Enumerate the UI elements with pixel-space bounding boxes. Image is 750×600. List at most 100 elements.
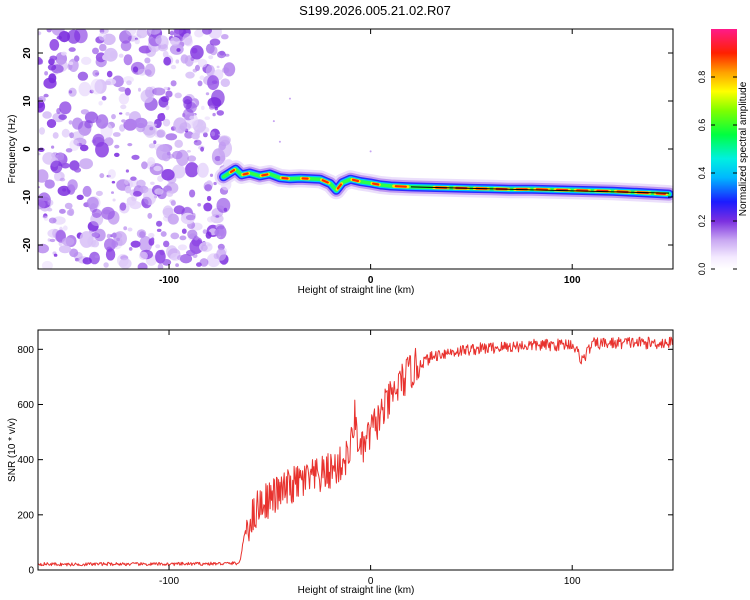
noise-blob [118, 53, 124, 58]
noise-blob [197, 162, 209, 178]
noise-blob [176, 48, 181, 52]
noise-blob [43, 216, 49, 221]
noise-blob [161, 169, 175, 181]
noise-blob [185, 162, 199, 178]
noise-blob [98, 101, 103, 106]
noise-blob [166, 190, 174, 197]
colorbar-tick-label: 0.6 [697, 119, 707, 132]
noise-blob [81, 56, 92, 65]
noise-blob [194, 29, 204, 38]
noise-blob [50, 160, 63, 174]
noise-blob [170, 64, 177, 70]
noise-blob [53, 253, 58, 257]
snr-xlabel: Height of straight line (km) [298, 585, 415, 596]
snr-series-line [38, 336, 673, 567]
noise-blob [54, 173, 62, 182]
noise-blob [125, 169, 129, 173]
noise-blob [216, 110, 224, 116]
noise-blob [172, 164, 186, 179]
noise-blob [99, 173, 105, 179]
noise-blob [43, 213, 48, 218]
noise-blob [124, 179, 129, 185]
noise-blob [38, 147, 45, 152]
noise-blob [66, 209, 74, 216]
noise-blob [44, 71, 48, 76]
stray-dot [369, 150, 372, 153]
noise-blob [111, 240, 119, 248]
noise-blob [68, 87, 77, 97]
noise-blob [185, 71, 195, 79]
noise-blob [106, 70, 113, 78]
noise-blob [170, 80, 177, 87]
noise-blob [101, 95, 107, 101]
noise-blob [210, 131, 216, 137]
noise-blob [202, 229, 207, 234]
noise-blob [134, 37, 139, 41]
noise-blob [197, 126, 210, 134]
noise-blob [204, 184, 212, 192]
noise-blob [197, 80, 203, 87]
noise-blob [148, 143, 156, 149]
noise-blob [147, 157, 156, 167]
noise-blob [121, 119, 126, 123]
x-tick-label: -100 [159, 275, 179, 286]
noise-blob [212, 112, 216, 117]
noise-blob [136, 29, 148, 39]
noise-blob [157, 113, 166, 122]
colorbar-gradient [711, 29, 737, 269]
noise-blob [200, 244, 208, 252]
noise-blob [189, 189, 196, 198]
noise-blob [221, 34, 229, 40]
noise-blob [165, 90, 173, 98]
noise-blob [180, 54, 189, 64]
noise-blob [107, 210, 120, 225]
noise-blob [94, 255, 100, 259]
noise-blob [148, 232, 155, 238]
noise-blob [156, 228, 162, 232]
noise-blob [82, 185, 92, 197]
noise-blob [131, 154, 140, 160]
noise-blob [197, 203, 202, 207]
noise-blob [204, 116, 211, 120]
track-peak [242, 172, 249, 176]
noise-blob [134, 38, 140, 45]
noise-blob [138, 251, 148, 260]
noise-blob [203, 132, 208, 138]
track-peak [321, 179, 329, 184]
noise-blob [191, 47, 198, 54]
stray-dot [218, 133, 221, 136]
noise-blob [132, 66, 139, 73]
noise-blob [105, 248, 116, 261]
noise-blob [138, 87, 141, 92]
y-tick-label: 0 [28, 566, 34, 577]
noise-blob [69, 132, 74, 139]
noise-blob [126, 80, 132, 86]
noise-blob [58, 30, 70, 43]
y-tick-label: -20 [22, 237, 33, 252]
noise-blob [68, 90, 73, 94]
noise-blob [205, 92, 210, 96]
noise-blob [44, 179, 55, 189]
noise-blob [39, 127, 45, 135]
noise-blob [42, 215, 48, 219]
noise-blob [68, 61, 74, 66]
noise-blob [123, 226, 128, 231]
noise-blob [129, 201, 142, 210]
noise-blob [215, 215, 220, 218]
noise-blob [123, 76, 134, 83]
noise-blob [112, 198, 116, 202]
x-tick-label: -100 [159, 576, 179, 587]
noise-blob [217, 135, 231, 145]
noise-blob [130, 176, 137, 181]
noise-blob [219, 155, 226, 162]
noise-blob [98, 31, 106, 41]
noise-blob [68, 120, 73, 125]
colorbar-tick-label: 0.0 [697, 263, 707, 276]
noise-blob [46, 29, 52, 33]
track-peak [229, 169, 236, 174]
noise-blob [174, 92, 182, 99]
noise-blob [196, 262, 202, 267]
noise-blobs [38, 29, 236, 269]
y-tick-label: 20 [22, 47, 33, 59]
